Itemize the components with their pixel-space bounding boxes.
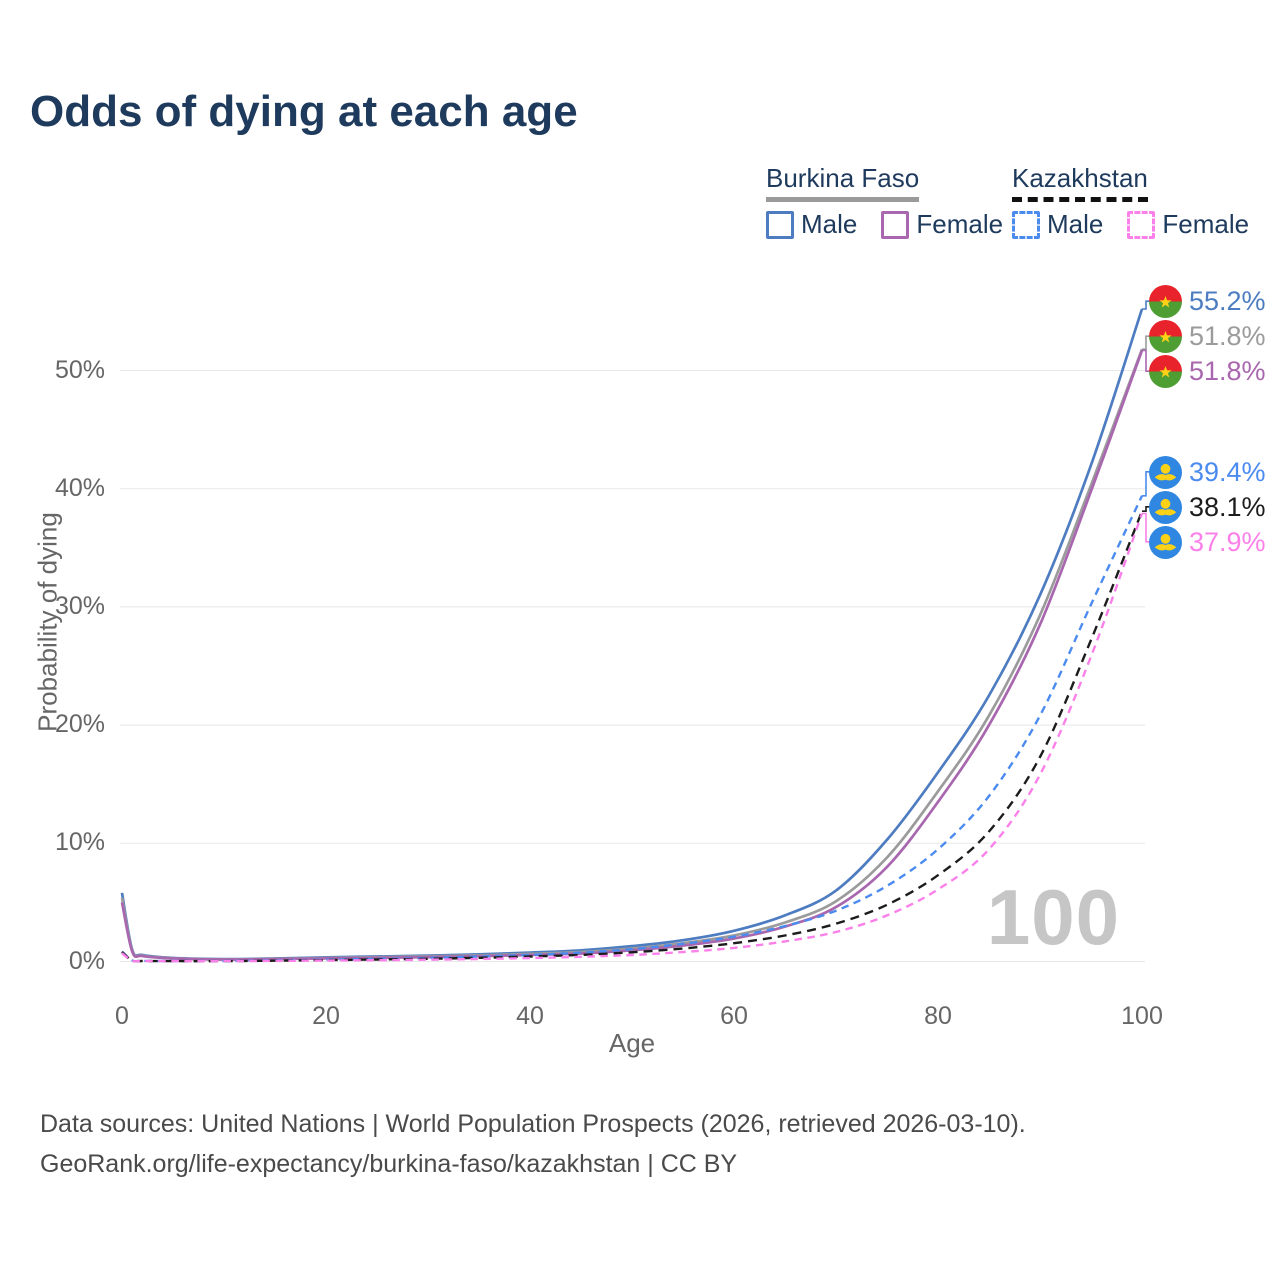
series-end-value: 55.2% — [1189, 285, 1266, 316]
legend-row: Male Female — [1012, 209, 1249, 240]
x-axis-tick-label: 60 — [720, 1002, 748, 1030]
male-line-swatch-icon — [766, 210, 794, 239]
legend-item-kazakhstan-male[interactable]: Male — [1012, 209, 1103, 240]
y-axis-tick-label: 20% — [54, 710, 105, 738]
end-label-burkina-faso-both: 51.8% — [1149, 319, 1266, 353]
legend-item-label: Male — [1047, 209, 1104, 239]
legend-group-kazakhstan: Kazakhstan Male Female — [1012, 163, 1249, 240]
end-label-kazakhstan-female: 37.9% — [1149, 525, 1266, 559]
y-axis-tick-label: 0% — [68, 947, 105, 975]
end-label-connector — [1142, 506, 1151, 512]
end-label-connector — [1142, 471, 1151, 497]
legend-item-kazakhstan-female[interactable]: Female — [1127, 209, 1249, 240]
kazakhstan-flag-icon — [1149, 525, 1182, 559]
female-line-swatch-icon — [881, 210, 910, 239]
series-end-value: 51.8% — [1189, 355, 1266, 386]
series-line-kazakhstan-male[interactable] — [121, 495, 1144, 963]
end-label-connector — [1142, 300, 1151, 310]
age-counter-watermark: 100 — [986, 873, 1120, 961]
end-label-connector — [1142, 335, 1151, 350]
series-end-value: 39.4% — [1189, 456, 1266, 487]
series-line-kazakhstan-female[interactable] — [121, 513, 1144, 963]
end-label-kazakhstan-both: 38.1% — [1149, 490, 1266, 524]
page-title: Odds of dying at each age — [30, 87, 578, 136]
series-end-value: 37.9% — [1189, 526, 1266, 557]
legend-row: Male Female — [766, 209, 1003, 240]
legend-item-burkina-faso-male[interactable]: Male — [766, 209, 857, 240]
female-line-swatch-icon — [1127, 210, 1156, 239]
end-label-burkina-faso-female: 51.8% — [1149, 354, 1266, 388]
y-axis-tick-label: 50% — [54, 356, 105, 384]
legend-country-label: Kazakhstan — [1012, 163, 1148, 193]
attribution-line: GeoRank.org/life-expectancy/burkina-faso… — [40, 1150, 738, 1178]
male-line-swatch-icon — [1012, 210, 1040, 239]
legend-item-burkina-faso-female[interactable]: Female — [881, 209, 1003, 240]
legend-country-burkina-faso[interactable]: Burkina Faso — [766, 163, 920, 202]
series-line-burkina-faso-both[interactable] — [120, 348, 1144, 961]
kazakhstan-flag-icon — [1149, 455, 1182, 489]
legend-item-label: Female — [916, 209, 1004, 239]
end-label-kazakhstan-male: 39.4% — [1149, 455, 1266, 489]
series-end-value: 38.1% — [1189, 491, 1266, 522]
legend-country-kazakhstan[interactable]: Kazakhstan — [1012, 163, 1148, 202]
x-axis-title: Age — [608, 1028, 656, 1058]
data-sources-line: Data sources: United Nations | World Pop… — [40, 1110, 1026, 1138]
end-label-connector — [1142, 512, 1151, 543]
end-label-connector — [1142, 349, 1151, 372]
legend-item-label: Male — [801, 209, 858, 239]
y-axis-title: Probability of dying — [32, 512, 63, 732]
y-axis-tick-label: 30% — [54, 592, 105, 620]
series-line-kazakhstan-both[interactable] — [121, 510, 1144, 963]
series-line-burkina-faso-female[interactable] — [120, 349, 1144, 961]
legend-country-label: Burkina Faso — [766, 163, 920, 193]
x-axis-tick-label: 40 — [516, 1002, 544, 1030]
series-end-value: 51.8% — [1189, 320, 1266, 351]
footer: Data sources: United Nations | World Pop… — [40, 1104, 1026, 1184]
legend-item-label: Female — [1162, 209, 1250, 239]
y-axis-tick-label: 10% — [54, 828, 105, 856]
x-axis-tick-label: 0 — [115, 1002, 129, 1030]
x-axis-tick-label: 100 — [1121, 1002, 1163, 1030]
series-line-burkina-faso-male[interactable] — [120, 308, 1144, 961]
burkina-faso-flag-icon — [1149, 284, 1182, 318]
x-axis-tick-label: 80 — [924, 1002, 952, 1030]
kazakhstan-flag-icon — [1149, 490, 1182, 524]
burkina-faso-flag-icon — [1149, 319, 1182, 353]
burkina-faso-flag-icon — [1149, 354, 1182, 388]
y-axis-tick-label: 40% — [54, 474, 105, 502]
x-axis-tick-label: 20 — [312, 1002, 340, 1030]
end-label-burkina-faso-male: 55.2% — [1149, 284, 1266, 318]
legend-group-burkina-faso: Burkina Faso Male Female — [766, 163, 1003, 240]
